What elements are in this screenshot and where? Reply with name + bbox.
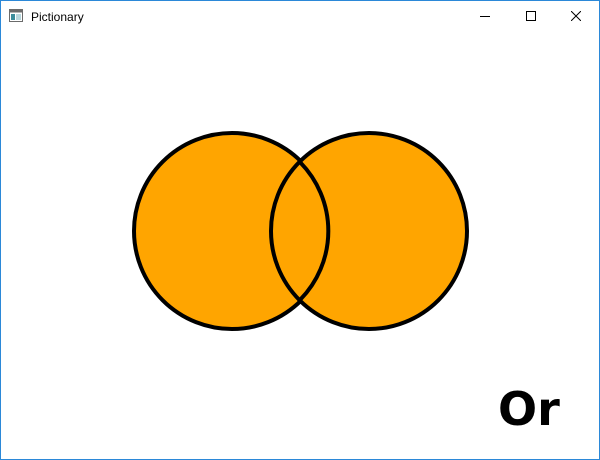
- close-button[interactable]: [553, 1, 599, 31]
- minimize-icon: [480, 16, 490, 17]
- close-icon: [571, 11, 581, 21]
- title-bar[interactable]: Pictionary: [1, 1, 599, 31]
- answer-text: Or: [498, 382, 560, 436]
- app-window-icon: [9, 9, 23, 22]
- maximize-icon: [526, 11, 536, 21]
- left-circle-overlap-outline: [299, 161, 331, 301]
- window-title: Pictionary: [31, 10, 84, 24]
- drawing-canvas: [132, 131, 469, 331]
- right-circle: [269, 131, 469, 331]
- minimize-button[interactable]: [462, 1, 508, 31]
- maximize-button[interactable]: [508, 1, 554, 31]
